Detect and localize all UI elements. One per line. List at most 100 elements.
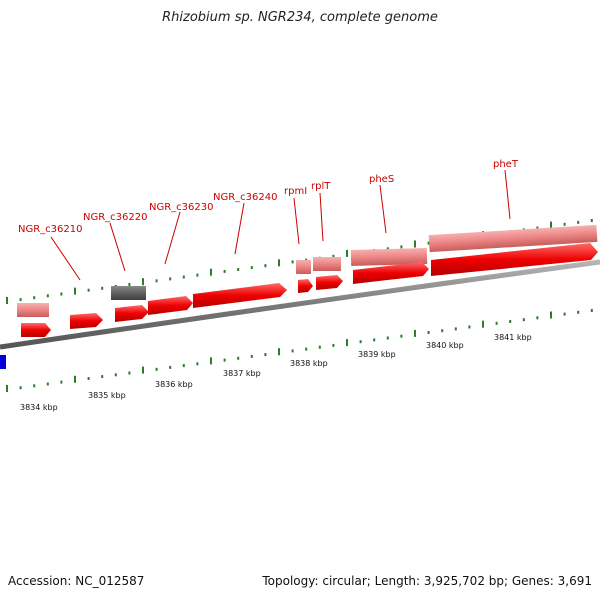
- ruler-tick: [291, 260, 294, 264]
- ruler-tick: [278, 259, 280, 267]
- ruler-tick: [155, 279, 158, 283]
- ruler-tick: [346, 249, 348, 257]
- gene-label[interactable]: rplT: [311, 181, 331, 192]
- gene-bar-NGR_c36210[interactable]: [17, 303, 49, 317]
- ruler-tick: [128, 371, 131, 375]
- ruler-tick: [305, 347, 308, 351]
- ruler-tick: [427, 331, 430, 334]
- gene-bar-pheT[interactable]: [428, 224, 598, 253]
- gene-bar-NGR_c36220[interactable]: [111, 286, 146, 300]
- ruler-tick: [237, 356, 240, 360]
- ruler-tick: [182, 275, 185, 279]
- ruler-tick: [373, 338, 376, 342]
- cds-arrow-NGR_c36220[interactable]: [115, 305, 149, 322]
- cds-row: [21, 243, 598, 337]
- ruler-tick: [19, 298, 22, 302]
- cds-arrow-NGR_c36240[interactable]: [193, 283, 287, 308]
- ruler-tick: [33, 384, 36, 388]
- ruler-tick: [264, 353, 267, 357]
- ruler-tick: [155, 367, 158, 371]
- ruler-tick: [522, 318, 525, 322]
- gene-label[interactable]: NGR_c36210: [18, 224, 83, 235]
- gene-label[interactable]: NGR_c36240: [213, 192, 278, 203]
- ruler-tick: [74, 375, 76, 383]
- ruler-tick: [114, 373, 117, 377]
- ruler-tick: [318, 345, 321, 349]
- ruler-tick: [210, 357, 212, 365]
- ruler-tick: [454, 327, 457, 331]
- ruler-tick: [33, 296, 36, 300]
- ruler-tick: [386, 336, 389, 340]
- cds-arrow-NGR_c36210[interactable]: [21, 323, 51, 337]
- ruler-tick: [414, 329, 416, 337]
- ruler-tick: [101, 375, 104, 379]
- cds-arrow-pheS[interactable]: [353, 262, 429, 284]
- ruler-tick: [427, 241, 430, 245]
- ruler-tick: [196, 362, 199, 366]
- ruler-tick: [577, 220, 580, 224]
- gene-label[interactable]: NGR_c36220: [83, 212, 148, 223]
- ruler-tick: [210, 268, 212, 276]
- ruler-tick: [223, 358, 226, 362]
- gene-label[interactable]: pheS: [369, 174, 394, 185]
- cds-arrow-rpmI[interactable]: [298, 279, 313, 293]
- ruler-tick: [414, 240, 416, 248]
- gene-label[interactable]: NGR_c36230: [149, 202, 214, 213]
- ruler-tick: [400, 245, 403, 249]
- ruler-label: 3837 kbp: [223, 369, 261, 378]
- ruler-tick: [182, 364, 185, 368]
- ruler-tick: [509, 320, 512, 323]
- accession-label: Accession: NC_012587: [8, 574, 145, 588]
- ruler-label: 3841 kbp: [494, 333, 532, 342]
- ruler-tick: [577, 310, 580, 314]
- ruler-tick: [101, 286, 104, 290]
- ruler-tick: [169, 277, 172, 281]
- gene-row: [17, 224, 598, 317]
- ruler-tick: [563, 312, 566, 316]
- ruler-tick: [536, 316, 539, 320]
- ruler-tick: [536, 226, 539, 230]
- topology-summary: Topology: circular; Length: 3,925,702 bp…: [262, 574, 592, 588]
- ruler-tick: [441, 329, 444, 333]
- ruler-tick: [482, 320, 484, 328]
- ruler-tick: [142, 366, 144, 374]
- ruler-label: 3835 kbp: [88, 391, 126, 400]
- label-leaders: [50, 169, 511, 281]
- ruler-tick: [590, 309, 593, 312]
- ruler-tick: [386, 247, 389, 251]
- ruler-tick: [237, 268, 240, 271]
- gene-label[interactable]: pheT: [493, 159, 519, 170]
- ruler-tick: [563, 222, 566, 226]
- ruler-tick: [346, 339, 348, 347]
- gene-bar-rplT[interactable]: [313, 257, 341, 271]
- ruler-tick: [142, 278, 144, 286]
- blue-feature[interactable]: [0, 355, 6, 369]
- ruler-tick: [87, 288, 90, 292]
- ruler-tick: [60, 292, 63, 296]
- ruler-tick: [128, 283, 131, 286]
- ruler-tick: [87, 377, 90, 380]
- tick-row-lower: [6, 309, 593, 392]
- cds-arrow-pheT[interactable]: [431, 243, 598, 276]
- ruler-tick: [6, 297, 8, 304]
- gene-bar-pheS[interactable]: [350, 248, 428, 266]
- ruler-tick: [400, 334, 403, 338]
- ruler-tick: [264, 264, 267, 268]
- cds-arrow-2[interactable]: [70, 313, 103, 329]
- map-title: Rhizobium sp. NGR234, complete genome: [162, 10, 438, 25]
- gene-label[interactable]: rpmI: [284, 186, 307, 197]
- ruler-tick: [332, 254, 335, 258]
- cds-arrow-rplT[interactable]: [316, 275, 343, 290]
- ruler-tick: [19, 386, 22, 390]
- ruler-tick: [332, 343, 335, 347]
- ruler-tick: [6, 385, 8, 392]
- ruler-tick: [169, 365, 172, 369]
- cds-arrow-NGR_c36230[interactable]: [148, 296, 193, 315]
- ruler-labels: 3834 kbp 3835 kbp 3836 kbp 3837 kbp 3838…: [20, 333, 532, 412]
- ruler-tick: [590, 219, 593, 222]
- ruler-tick: [550, 311, 552, 319]
- ruler-label: 3834 kbp: [20, 403, 58, 412]
- ruler-label: 3840 kbp: [426, 341, 464, 350]
- gene-bar-rpmI[interactable]: [296, 260, 311, 274]
